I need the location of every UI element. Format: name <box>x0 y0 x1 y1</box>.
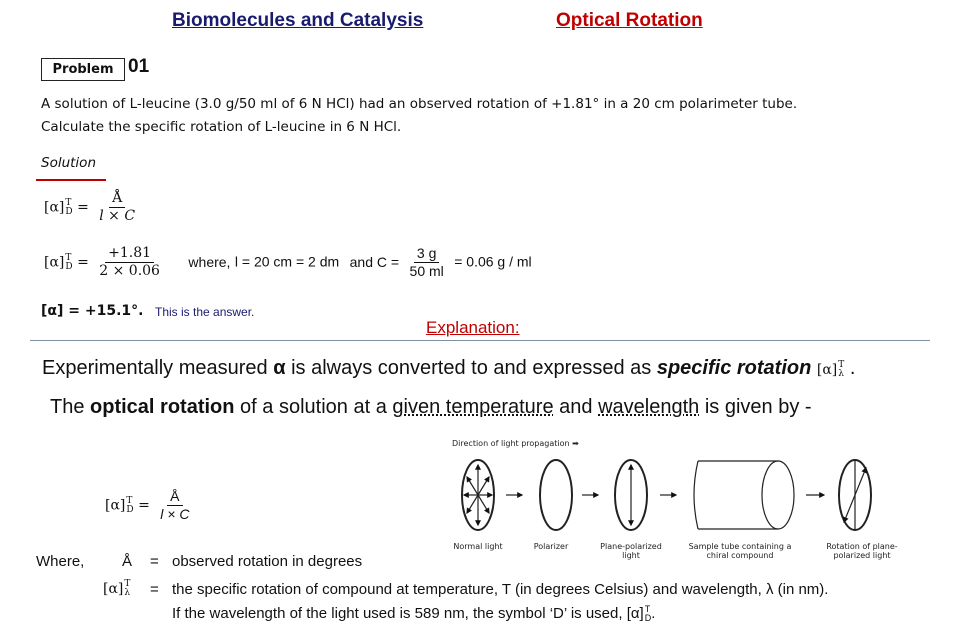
explanation-line-2: The optical rotation of a solution at a … <box>50 396 812 418</box>
problem-text-2: Calculate the specific rotation of L-leu… <box>41 119 402 135</box>
normal-light-disc <box>461 459 495 531</box>
diagram-direction: Direction of light propagation ➡ <box>452 439 579 448</box>
problem-text-1: A solution of L-leucine (3.0 g/50 ml of … <box>41 96 798 112</box>
answer-note: This is the answer. <box>155 305 255 319</box>
explanation-title: Explanation: <box>426 318 520 337</box>
topic-title: Optical Rotation <box>556 10 703 31</box>
sample-tube <box>693 460 795 530</box>
where-label: Where, <box>36 553 85 570</box>
plane-polarized-disc <box>614 459 648 531</box>
definition-specific-rotation: the specific rotation of compound at tem… <box>172 581 829 598</box>
answer: [α] = +15.1°. <box>41 303 144 319</box>
definition-observed: observed rotation in degrees <box>172 553 363 570</box>
solution-calculation: [α] T D = +1.81 2 × 0.06 where, l = 20 cm =… <box>44 245 532 279</box>
caption-polarizer: Polarizer <box>533 542 569 551</box>
equals: = <box>150 553 159 570</box>
problem-label: Problem <box>41 58 125 81</box>
caption-sample-tube: Sample tube containing a chiral compound <box>688 542 792 560</box>
polarimeter-diagram <box>461 459 872 531</box>
polarizer <box>539 459 573 531</box>
solution-title: Solution <box>41 155 96 171</box>
definition-589nm: If the wavelength of the light used is 5… <box>172 604 656 624</box>
solution-underline <box>36 179 106 181</box>
problem-number: 01 <box>128 56 150 77</box>
caption-rotation: Rotation of plane-polarized light <box>826 542 898 560</box>
arrow-right-icon: ➡ <box>572 439 579 448</box>
caption-plane-polarized: Plane-polarized light <box>600 542 662 560</box>
course-title: Biomolecules and Catalysis <box>172 10 424 31</box>
equals: = <box>150 581 159 598</box>
rotated-light-disc <box>838 459 872 531</box>
explanation-line-1: Experimentally measured α is always conv… <box>42 357 856 379</box>
caption-normal-light: Normal light <box>453 542 503 551</box>
divider <box>30 340 930 341</box>
observed-symbol: Å <box>122 553 133 570</box>
